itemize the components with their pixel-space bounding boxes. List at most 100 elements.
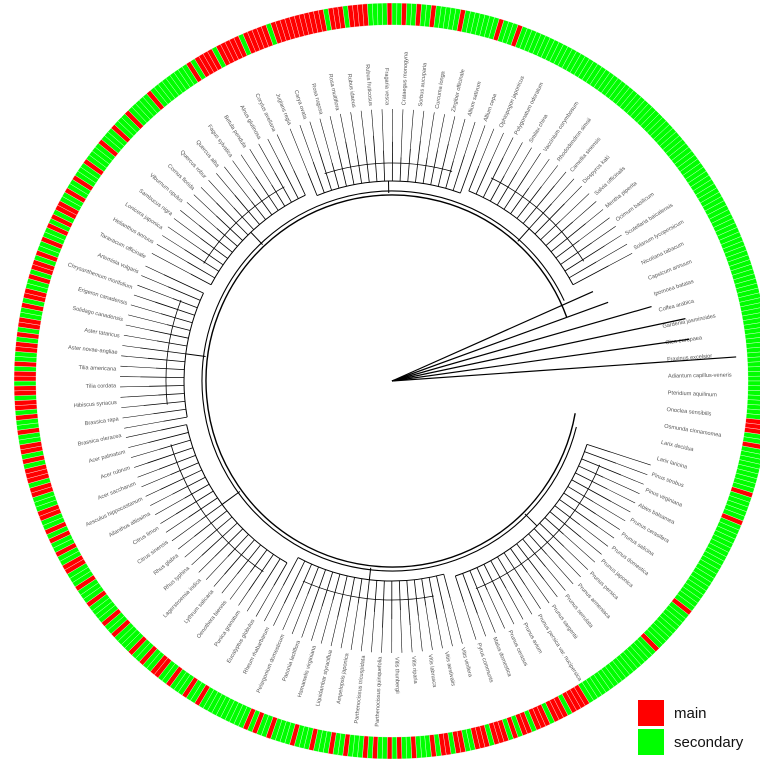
tree-branch [141,474,171,488]
tree-branch [540,220,561,241]
tree-branch [545,221,574,246]
tree-branch [276,134,295,171]
tree-branch [373,135,378,182]
tree-branch [310,569,326,613]
tree-branch [155,367,185,371]
tree-branch [579,217,610,241]
tree-branch [581,458,622,476]
tree-branch [149,385,185,387]
tree-branch [560,242,593,265]
tree-branch [564,185,582,204]
legend-swatch-main [638,700,664,726]
tree-branch [503,169,530,210]
tree-branch [527,572,550,604]
tree-branch [172,476,206,495]
tree-branch [572,201,597,223]
tree-branch [490,177,584,262]
tree-branch [184,249,220,272]
tree-branch [483,564,503,601]
tree-branch [180,210,200,226]
tip-label: Malus domestica [491,636,512,678]
tip-label: Tilia americana [78,365,117,373]
ring-cell-secondary [747,380,760,386]
tip-label: Paeonia lactiflora [282,639,302,682]
tree-branch [517,228,530,242]
tree-branch [200,504,223,521]
ring-cell-main [13,385,37,392]
tree-branch [418,615,423,652]
tree-branch [575,472,608,490]
tree-branch [453,118,466,162]
tree-branch [184,483,210,499]
tree-branch [249,149,272,185]
tree-branch [338,152,347,187]
tree-branch [307,173,318,196]
ring-cell-secondary [743,431,760,440]
tip-label: Rosa rugosa [310,83,324,116]
tree-branch [145,489,161,497]
tip-label: Pteridium aquilinum [668,390,718,398]
tree-branch [475,464,601,590]
tree-branch [522,185,555,224]
tree-branch [324,162,453,175]
tree-branch [302,580,434,601]
tree-branch [476,567,488,591]
tree-branch [436,575,445,610]
ring-cell-secondary [740,450,760,460]
tree-branch [490,132,504,162]
tree-branch [203,186,285,264]
tree-branch [516,543,545,580]
tree-branch [210,194,306,285]
tree-branch [278,160,299,199]
tip-label: Vitis thunbergii [393,657,400,694]
tree-branch [251,201,266,220]
tree-branch [221,491,241,505]
tip-label: Capsicum annuum [647,259,693,282]
legend-swatch-secondary [638,729,664,755]
tree-branch [170,444,264,573]
tree-branch [213,574,225,587]
tip-label: Vitis aestivalis [443,651,456,687]
tree-branch [591,226,616,244]
tree-branch [160,313,193,324]
tree-branch [356,155,363,184]
ring-cell-main [741,441,760,450]
tree-branch [120,394,159,398]
tree-branch [406,580,411,626]
tree-branch [555,240,580,259]
tip-label: Pyrus communis [475,642,494,683]
tree-branch [426,112,435,158]
tree-branch [161,424,187,431]
tree-branch [299,124,314,163]
tree-branch [539,522,565,547]
tree-branch [477,613,487,637]
tree-branch [208,179,234,208]
ring-cell-secondary [391,736,398,760]
tree-branch [198,556,216,573]
tree-branch [311,606,323,641]
tree-branch [371,611,375,653]
tree-branch [128,442,149,448]
tree-branch [273,603,285,626]
tree-branch [391,306,652,382]
tip-label: Zingiber officinale [451,69,467,113]
tree-branch [291,594,308,635]
tree-branch [125,429,162,438]
tip-label: Vitis riparia [410,656,418,685]
tree-branch [497,556,522,598]
tree-branch [137,284,173,299]
tree-branch [490,560,507,589]
legend-item-main: main [638,700,760,726]
tree-branch [147,357,185,363]
ring-cell-secondary [746,351,760,358]
tree-branch [121,405,144,408]
tree-branch [564,245,605,272]
tree-branch [374,580,378,612]
tree-branch [337,575,348,618]
tree-branch [455,444,588,577]
tree-branch [400,109,404,158]
tree-branch [482,157,504,198]
tree-branch [188,497,218,518]
tree-branch [150,493,173,506]
tree-branch [410,109,414,149]
